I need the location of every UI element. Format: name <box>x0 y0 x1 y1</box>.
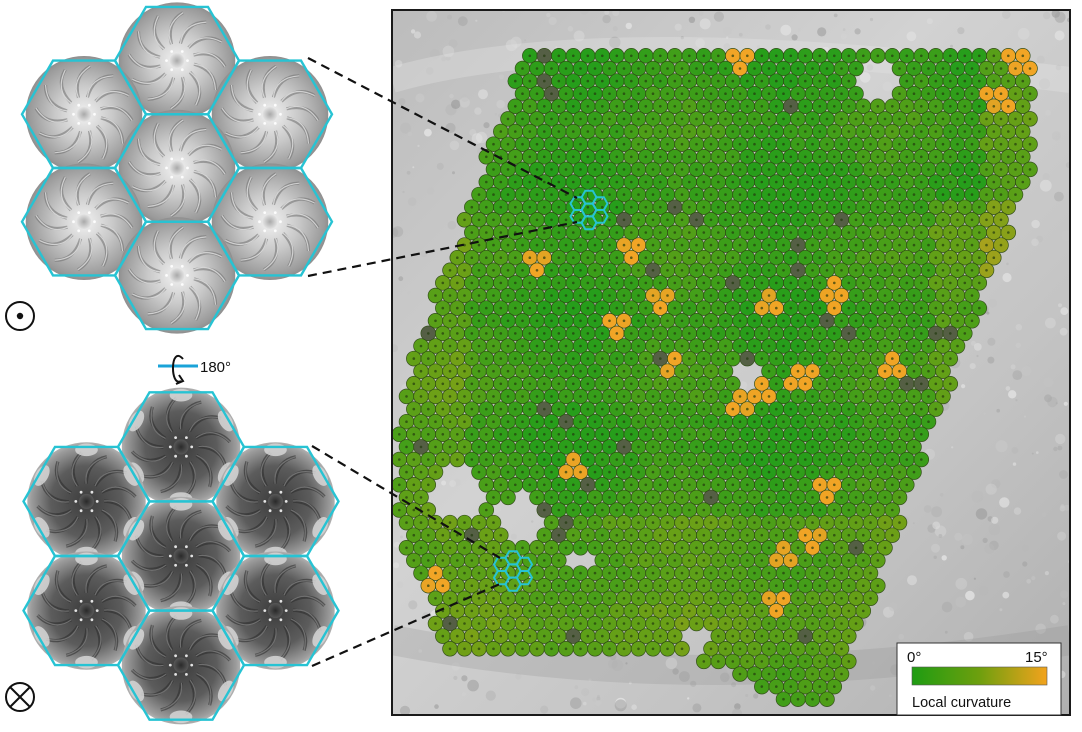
highlight-hex <box>504 576 522 592</box>
connector-top-lower <box>307 220 578 278</box>
panel-border <box>391 9 1071 716</box>
rotation-arrow-icon <box>172 355 184 383</box>
capsomer-hexamer <box>121 605 241 725</box>
hexamer-cluster-inner-view <box>22 387 340 725</box>
capsid-lattice <box>392 48 1038 707</box>
capsomer-hexamer <box>25 56 143 173</box>
connector-lines <box>307 57 578 668</box>
capsomer-hexamer <box>27 551 146 670</box>
hex-outline <box>116 609 246 721</box>
connector-bottom-upper <box>311 445 501 559</box>
rotation-angle-label: 180° <box>200 359 231 376</box>
into-plane-cross-icon <box>5 682 35 712</box>
rotation-indicator: 180° <box>158 355 231 385</box>
capsomer-hexamer <box>118 2 236 119</box>
tomogram-panel <box>391 9 1071 716</box>
capsomer-hexamer <box>25 163 143 280</box>
capsomer-hexamer <box>118 217 236 334</box>
capsomer-hexamer <box>211 163 329 280</box>
capsomer-hexamer <box>118 109 236 227</box>
zoom-highlight-hexes <box>492 189 609 592</box>
colorbar-legend: 0° 15° Local curvature <box>896 642 1062 716</box>
hex-outline <box>113 220 241 331</box>
highlight-hex <box>580 215 598 231</box>
hexamer-cluster-outer-view <box>20 2 334 334</box>
capsomer-hexamer <box>216 551 335 670</box>
colorbar-title: Local curvature <box>912 695 1011 711</box>
capsomer-hexamer <box>121 387 241 507</box>
capsomer-hexamer <box>211 56 329 173</box>
connector-top-upper <box>307 57 578 199</box>
out-of-plane-dot-icon <box>5 301 35 331</box>
colorbar-min-label: 0° <box>907 649 921 666</box>
connector-bottom-lower <box>311 582 501 668</box>
colorbar-gradient <box>911 666 1048 686</box>
colorbar-max-label: 15° <box>1025 649 1048 666</box>
